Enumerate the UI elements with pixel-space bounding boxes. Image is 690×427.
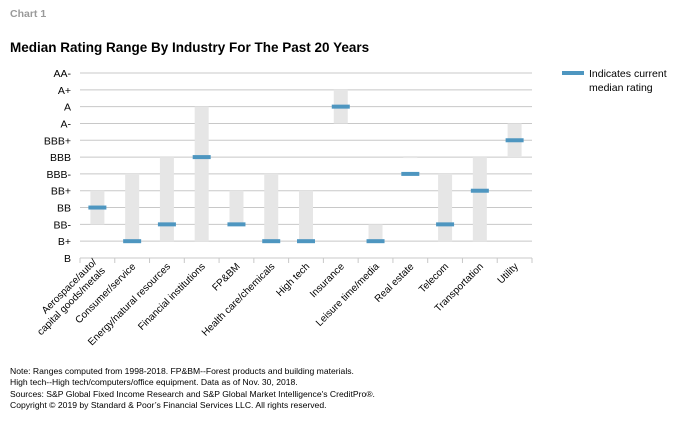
range-bar <box>125 173 140 242</box>
chart-notes: Note: Ranges computed from 1998-2018. FP… <box>10 366 375 412</box>
range-bar <box>229 190 244 225</box>
median-marker <box>123 239 142 244</box>
range-bar <box>403 156 418 159</box>
copyright-line: Copyright © 2019 by Standard & Poor’s Fi… <box>10 400 327 411</box>
median-marker <box>401 171 420 176</box>
x-axis-ticks <box>79 257 533 263</box>
note-line: Note: Ranges computed from 1998-2018. FP… <box>10 366 354 376</box>
y-tick-label: BBB- <box>46 169 71 181</box>
legend: Indicates current median rating <box>562 68 667 94</box>
median-marker <box>505 138 524 143</box>
range-bar <box>299 190 313 242</box>
x-category-label: FP&BM <box>210 261 242 293</box>
range-bar <box>159 157 174 242</box>
range-bar <box>264 173 279 242</box>
y-tick-label: BBB <box>50 152 71 164</box>
median-marker <box>192 155 211 160</box>
sources-line: Sources: S&P Global Fixed Income Researc… <box>10 388 375 399</box>
x-axis-labels: Aerospace/auto/capital goods/metalsConsu… <box>36 257 521 348</box>
x-category-label: High tech <box>274 261 312 299</box>
y-tick-label: AA- <box>53 68 71 80</box>
median-marker <box>331 104 350 109</box>
median-marker <box>366 239 385 244</box>
chart-number: Chart 1 <box>10 8 47 20</box>
median-marker <box>262 239 281 244</box>
y-tick-label: BB+ <box>51 186 71 198</box>
chart-title: Median Rating Range By Industry For The … <box>10 40 370 55</box>
y-tick-label: A <box>64 102 71 114</box>
x-category-label: Utility <box>496 261 521 286</box>
y-tick-label: BB- <box>53 219 71 231</box>
y-tick-label: B+ <box>58 236 71 248</box>
median-marker <box>470 188 489 193</box>
median-marker <box>157 222 176 227</box>
gridlines <box>80 72 532 242</box>
note-line: High tech--High tech/computers/office eq… <box>10 377 298 388</box>
x-category-label: Telecom <box>417 261 451 295</box>
y-tick-label: BB <box>57 203 71 215</box>
median-marker <box>297 239 315 244</box>
range-bar <box>194 106 209 242</box>
range-bars <box>90 89 522 242</box>
median-marker <box>88 205 107 210</box>
legend-label-line2: median rating <box>589 82 653 94</box>
range-bar <box>472 157 487 242</box>
y-tick-label: A- <box>61 118 72 130</box>
median-markers <box>88 104 524 244</box>
x-category-label: Leisure time/media <box>314 261 382 329</box>
range-bar <box>438 173 453 242</box>
median-marker <box>227 222 246 227</box>
range-bar <box>368 224 383 242</box>
x-category-label: Financial institutions <box>136 261 207 332</box>
y-tick-label: BBB+ <box>44 135 71 147</box>
median-marker <box>436 222 455 227</box>
legend-label-line1: Indicates current <box>589 68 667 80</box>
y-tick-label: B <box>64 253 71 265</box>
y-tick-label: A+ <box>58 85 71 97</box>
